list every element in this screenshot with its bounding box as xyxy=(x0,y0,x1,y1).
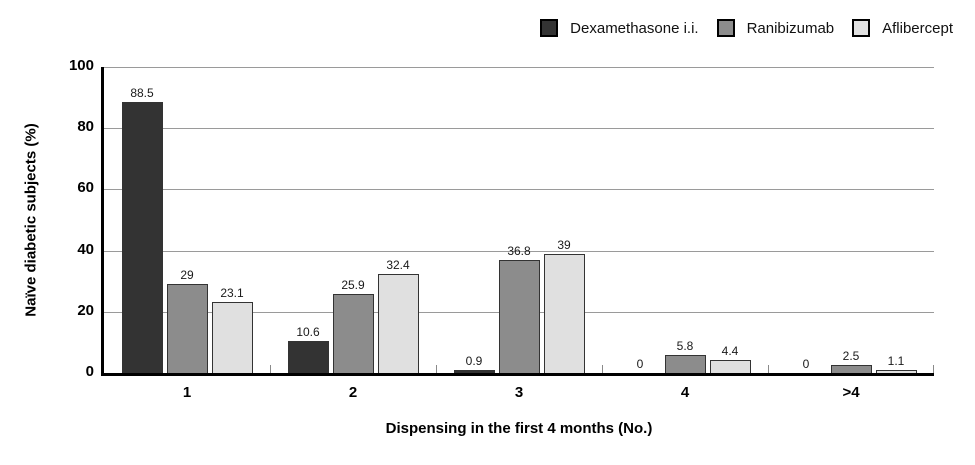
bar-slot: 23.1 xyxy=(211,286,253,373)
y-tick-label-0: 0 xyxy=(85,363,94,380)
chart-legend: Dexamethasone i.i. Ranibizumab Aflibercept xyxy=(540,19,953,37)
bar-slot: 2.5 xyxy=(830,349,872,373)
bar-ranibizumab xyxy=(166,284,208,373)
legend-label: Aflibercept xyxy=(882,19,953,37)
bar-value-label: 0 xyxy=(636,357,644,371)
bar-group-2: 10.6 25.9 32.4 xyxy=(270,67,436,373)
bar-value-label: 0 xyxy=(802,357,810,371)
bar-value-label: 23.1 xyxy=(220,286,244,301)
bar-slot: 5.8 xyxy=(664,339,706,373)
legend-swatch-icon xyxy=(540,19,559,37)
bar-slot: 4.4 xyxy=(709,343,751,373)
bar-aflibercept xyxy=(377,273,419,373)
legend-item-ranibizumab: Ranibizumab xyxy=(716,19,835,37)
legend-swatch-icon xyxy=(852,19,871,37)
bar-value-label: 10.6 xyxy=(296,324,320,339)
bar-slot: 0 xyxy=(786,358,827,373)
x-category-label-3: 3 xyxy=(514,384,524,401)
bar-ranibizumab xyxy=(498,260,540,373)
x-axis-boundary-tick xyxy=(270,365,271,373)
y-tick-label-100: 100 xyxy=(68,57,94,74)
gridline-100 xyxy=(104,67,934,68)
bar-slot: 32.4 xyxy=(377,257,419,373)
y-tick-label-80: 80 xyxy=(77,118,94,136)
bar-aflibercept xyxy=(875,369,917,373)
bar-slot: 0.9 xyxy=(453,354,495,373)
bar-value-label: 29 xyxy=(180,268,194,283)
y-tick-label-60: 60 xyxy=(77,179,94,197)
x-axis-title: Dispensing in the first 4 months (No.) xyxy=(385,420,653,437)
legend-item-dexamethasone-i-i: Dexamethasone i.i. xyxy=(540,19,699,37)
bar-value-label: 0.9 xyxy=(465,354,483,369)
gridline-80 xyxy=(104,128,934,130)
bar-value-label: 1.1 xyxy=(887,353,905,368)
bar-slot: 88.5 xyxy=(121,86,163,373)
bar-value-label: 39 xyxy=(557,237,571,252)
bar-value-label: 4.4 xyxy=(721,343,739,358)
bar-dexamethasone-i-i xyxy=(453,370,495,373)
bar-slot: 1.1 xyxy=(875,353,917,373)
x-category-label->4: >4 xyxy=(842,384,860,401)
x-category-label-1: 1 xyxy=(182,384,192,401)
x-category-label-4: 4 xyxy=(680,384,690,401)
bar-slot: 10.6 xyxy=(287,324,329,373)
gridline-40 xyxy=(104,250,934,252)
bar-group->4: 0 2.5 1.1 xyxy=(768,67,934,373)
bar-ranibizumab xyxy=(332,293,374,373)
bar-ranibizumab xyxy=(664,355,706,373)
bar-slot: 25.9 xyxy=(332,277,374,373)
legend-swatch-icon xyxy=(716,19,735,37)
x-axis-boundary-tick xyxy=(436,365,437,373)
bar-slot: 29 xyxy=(166,268,208,373)
x-axis-boundary-tick xyxy=(933,365,934,373)
bar-group-3: 0.9 36.8 39 xyxy=(436,67,602,373)
bar-aflibercept xyxy=(211,302,253,373)
bar-slot: 39 xyxy=(543,237,585,373)
bar-value-label: 88.5 xyxy=(130,86,154,101)
legend-item-aflibercept: Aflibercept xyxy=(852,19,953,37)
bar-value-label: 5.8 xyxy=(676,339,694,354)
bar-group-4: 0 5.8 4.4 xyxy=(602,67,768,373)
bar-value-label: 32.4 xyxy=(386,257,410,272)
plot-area: 88.5 29 23.1 10.6 25.9 32.4 0.9 36.8 39 0 5.8 4.4 0 2… xyxy=(101,67,934,376)
bar-slot: 0 xyxy=(620,358,661,373)
x-axis-boundary-tick xyxy=(768,365,769,373)
bar-value-label: 25.9 xyxy=(341,277,365,292)
bar-value-label: 2.5 xyxy=(842,349,860,364)
y-tick-label-20: 20 xyxy=(77,301,94,319)
bar-slot: 36.8 xyxy=(498,244,540,373)
y-tick-label-40: 40 xyxy=(77,240,94,258)
bar-value-label: 36.8 xyxy=(507,244,531,259)
bar-aflibercept xyxy=(543,253,585,373)
legend-label: Dexamethasone i.i. xyxy=(570,19,699,37)
bar-dexamethasone-i-i xyxy=(121,102,163,373)
bar-dexamethasone-i-i xyxy=(287,340,329,373)
bar-aflibercept xyxy=(709,359,751,373)
y-axis-tick-labels: 0 20 40 60 80 100 xyxy=(0,58,94,379)
gridline-60 xyxy=(104,189,934,191)
x-category-label-2: 2 xyxy=(348,384,358,401)
legend-label: Ranibizumab xyxy=(746,19,835,37)
bar-ranibizumab xyxy=(830,365,872,373)
x-axis-boundary-tick xyxy=(602,365,603,373)
bar-group-1: 88.5 29 23.1 xyxy=(104,67,270,373)
